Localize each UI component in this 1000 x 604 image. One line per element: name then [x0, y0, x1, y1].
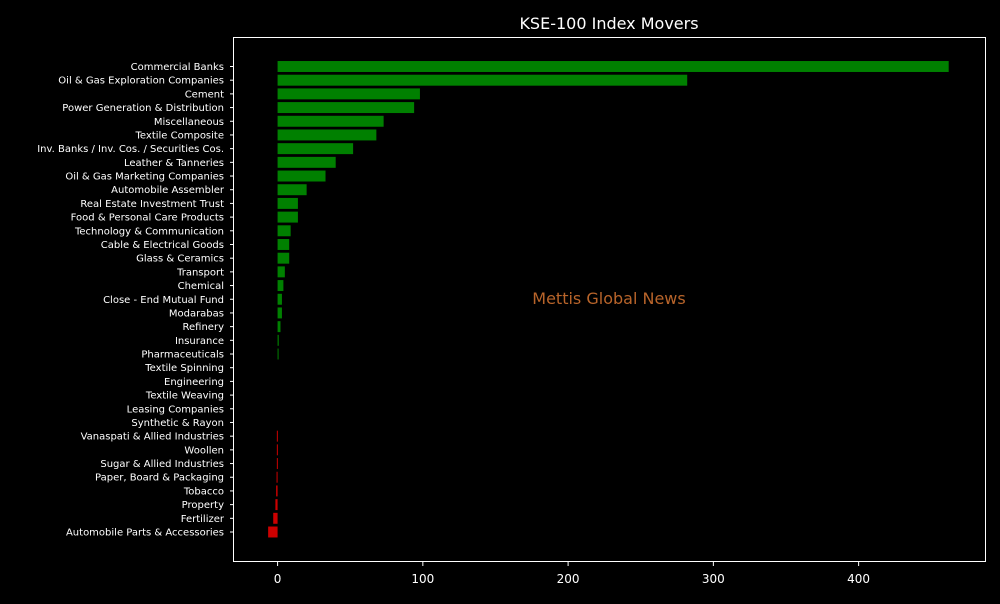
- category-label: Fertilizer: [181, 514, 225, 525]
- category-label: Vanaspati & Allied Industries: [81, 432, 224, 443]
- x-tick-label: 200: [557, 572, 580, 586]
- x-tick-label: 400: [847, 572, 870, 586]
- bar: [277, 170, 326, 182]
- bar: [277, 115, 384, 127]
- category-label: Automobile Parts & Accessories: [66, 528, 224, 539]
- category-label: Textile Weaving: [145, 391, 224, 402]
- category-label: Woollen: [184, 445, 224, 456]
- x-tick-label: 0: [274, 572, 282, 586]
- category-label: Synthetic & Rayon: [131, 418, 224, 429]
- bar: [276, 430, 278, 442]
- category-label: Textile Spinning: [144, 363, 224, 374]
- category-label: Modarabas: [169, 308, 224, 319]
- bar: [277, 348, 279, 360]
- category-label: Cable & Electrical Goods: [101, 240, 224, 251]
- category-label: Engineering: [164, 377, 224, 388]
- bar: [277, 307, 282, 319]
- category-label: Leather & Tanneries: [124, 158, 224, 169]
- bars-layer: [268, 61, 949, 538]
- category-label: Food & Personal Care Products: [71, 213, 224, 224]
- category-label: Technology & Communication: [74, 226, 224, 237]
- category-label: Refinery: [183, 322, 225, 333]
- bar: [277, 143, 354, 155]
- bar: [277, 88, 420, 100]
- category-label: Commercial Banks: [131, 62, 224, 73]
- category-label: Glass & Ceramics: [136, 254, 224, 265]
- category-label: Oil & Gas Marketing Companies: [65, 172, 224, 183]
- bar: [277, 74, 688, 86]
- chart-title: KSE-100 Index Movers: [519, 14, 698, 33]
- category-label: Leasing Companies: [127, 404, 224, 415]
- bar: [276, 444, 278, 456]
- category-label: Paper, Board & Packaging: [95, 473, 224, 484]
- bar: [277, 102, 415, 114]
- bar: [277, 129, 377, 141]
- category-labels: Commercial Banks Oil & Gas Exploration Co…: [37, 62, 234, 539]
- bar: [268, 526, 278, 538]
- category-label: Tobacco: [183, 486, 224, 497]
- bar: [276, 458, 278, 470]
- bar: [277, 266, 285, 278]
- x-tick-label: 100: [411, 572, 434, 586]
- category-label: Cement: [185, 89, 224, 100]
- bar: [277, 321, 281, 333]
- category-label: Automobile Assembler: [111, 185, 225, 196]
- bar: [277, 184, 307, 196]
- category-label: Transport: [176, 267, 224, 278]
- category-label: Real Estate Investment Trust: [80, 199, 224, 210]
- bar: [277, 211, 298, 223]
- category-label: Pharmaceuticals: [141, 350, 224, 361]
- bar: [277, 280, 284, 292]
- bar: [277, 197, 298, 209]
- category-label: Sugar & Allied Industries: [100, 459, 224, 470]
- category-label: Close - End Mutual Fund: [103, 295, 224, 306]
- bar: [275, 499, 278, 511]
- bar: [277, 225, 291, 237]
- bar: [277, 61, 949, 72]
- x-axis: 0 100 200 300 400: [274, 561, 870, 586]
- category-label: Textile Composite: [135, 130, 224, 141]
- category-label: Power Generation & Distribution: [62, 103, 224, 114]
- bar: [273, 512, 278, 524]
- category-label: Insurance: [175, 336, 224, 347]
- bar: [277, 252, 290, 264]
- category-label: Chemical: [178, 281, 224, 292]
- category-label: Oil & Gas Exploration Companies: [58, 76, 224, 87]
- bar: [277, 156, 336, 168]
- category-label: Property: [182, 500, 224, 511]
- category-label: Miscellaneous: [154, 117, 224, 128]
- x-tick-label: 300: [702, 572, 725, 586]
- bar: [276, 485, 278, 497]
- category-label: Inv. Banks / Inv. Cos. / Securities Cos.: [37, 144, 224, 155]
- bar: [277, 239, 290, 250]
- bar: [277, 334, 279, 346]
- watermark-text: Mettis Global News: [532, 289, 685, 308]
- bar: [277, 293, 282, 305]
- bar: [276, 471, 278, 483]
